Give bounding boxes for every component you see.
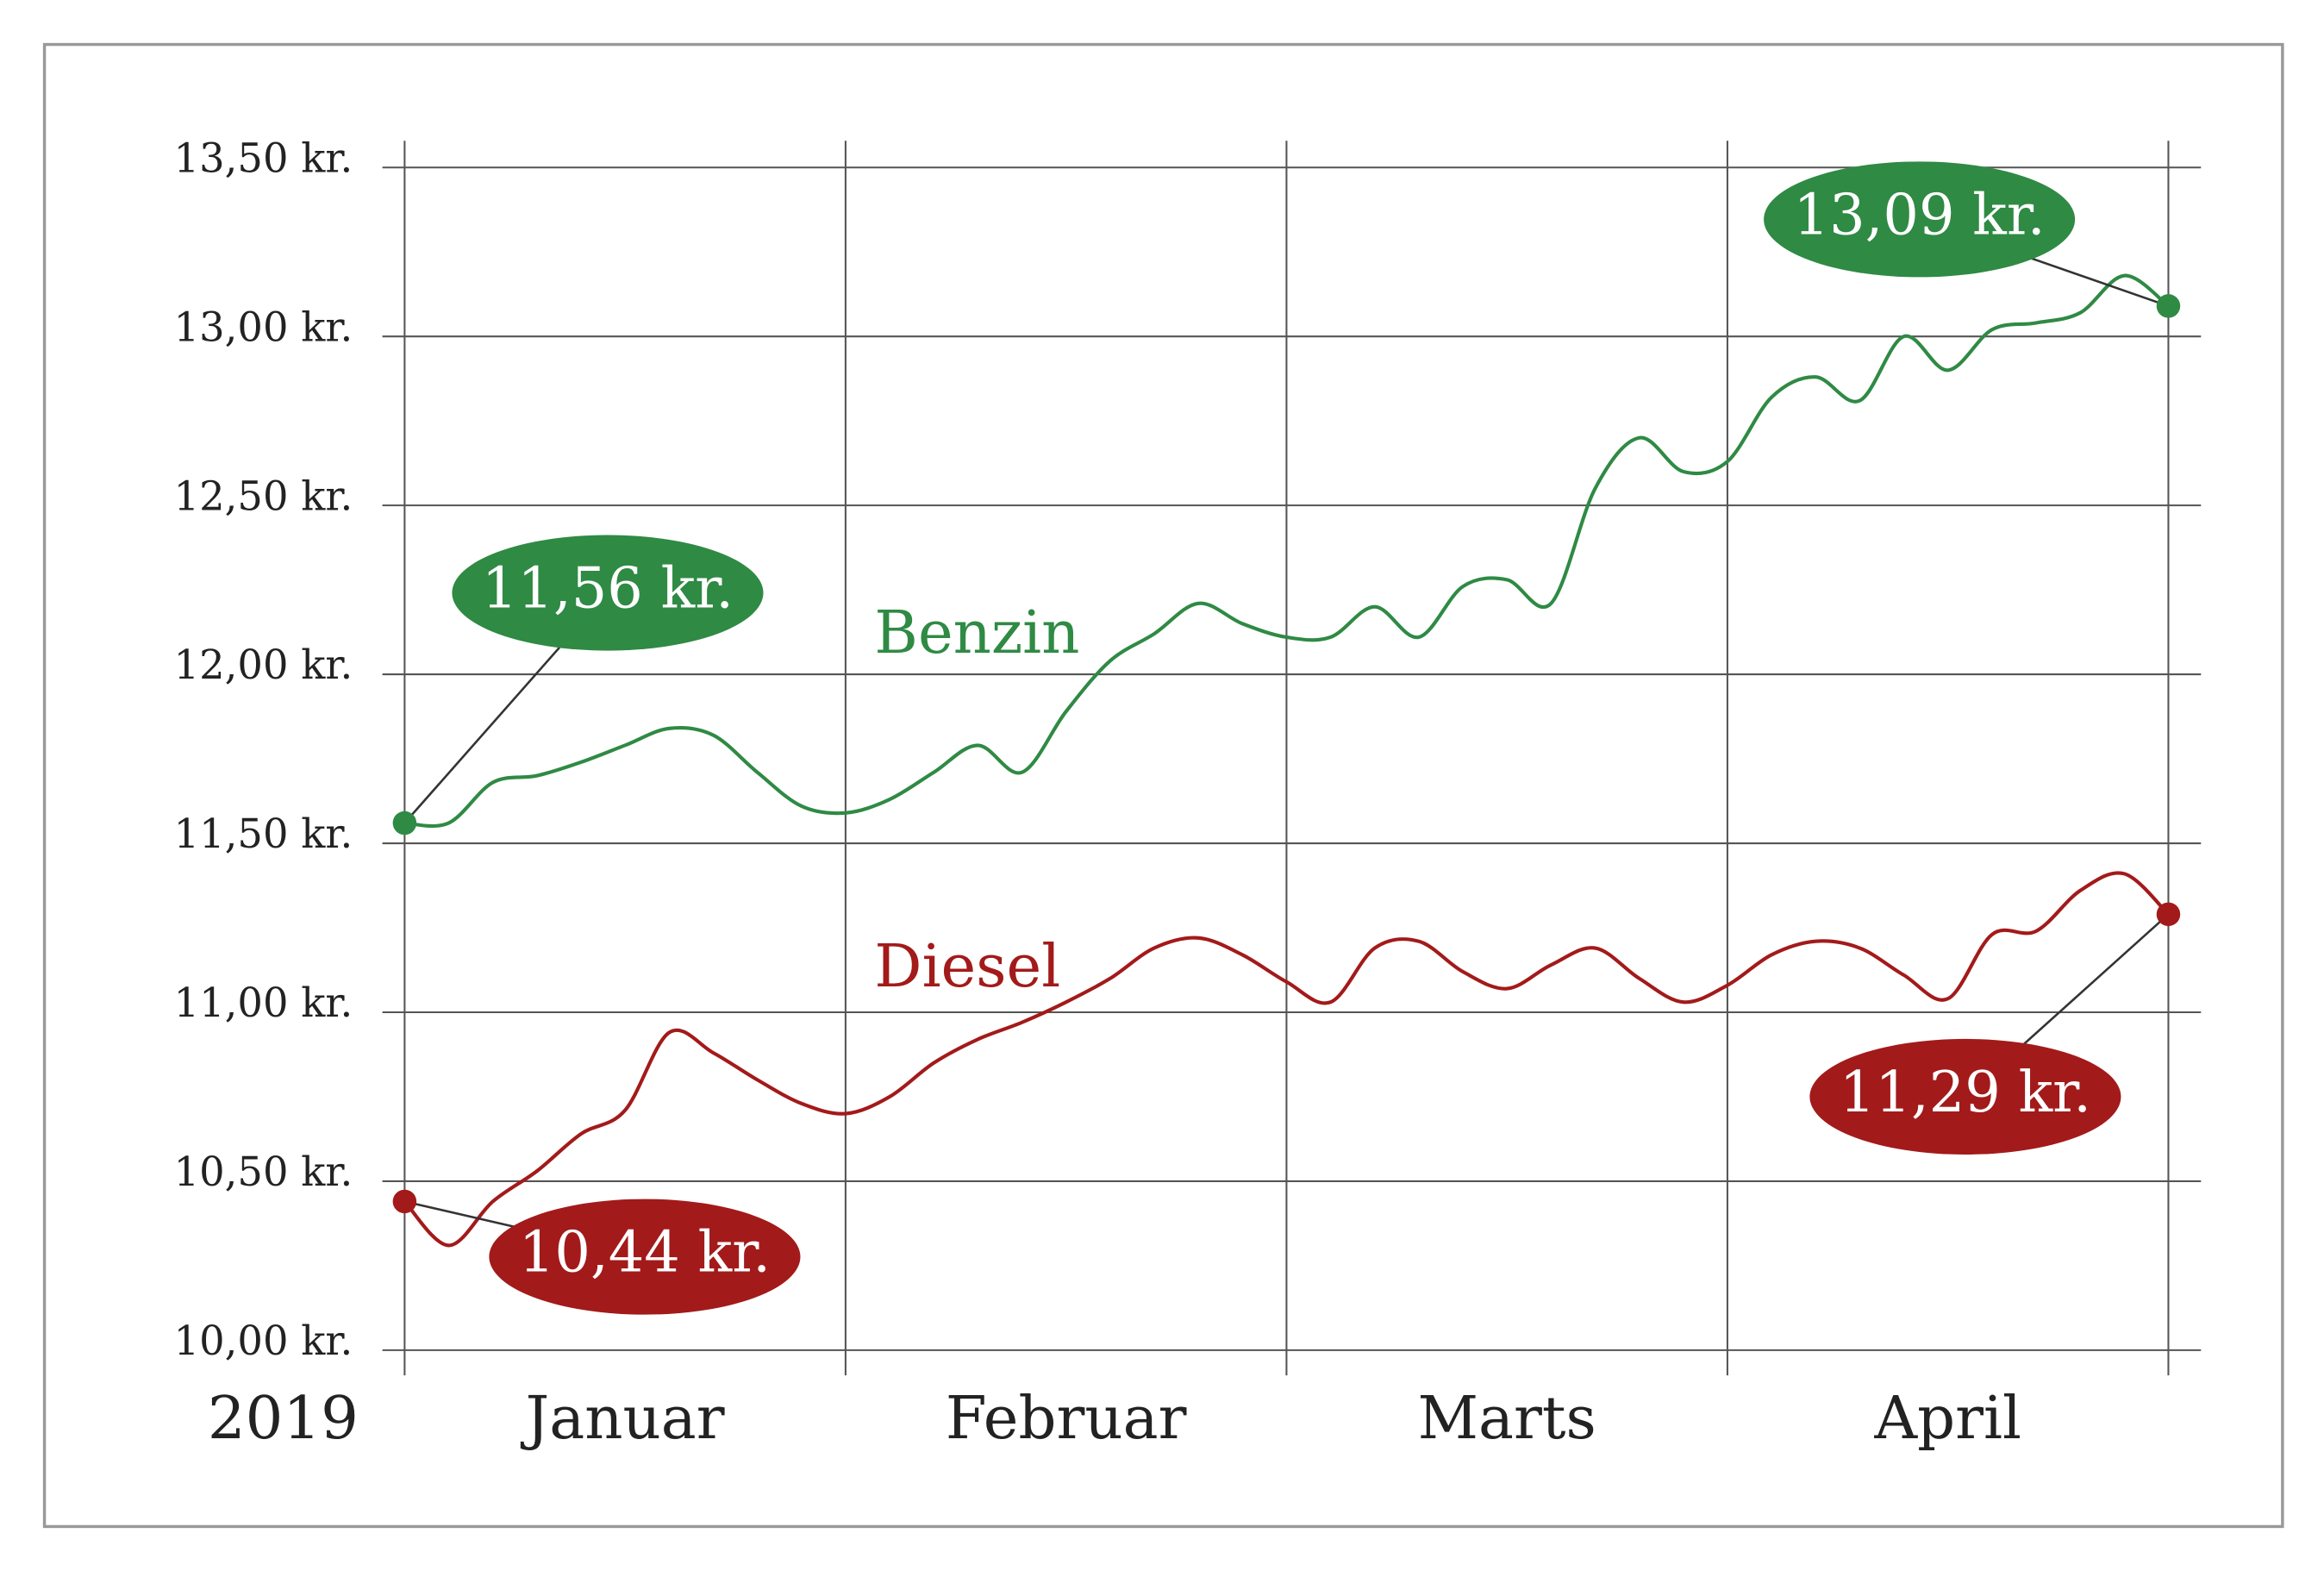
series-label: Benzin: [874, 598, 1079, 667]
y-tick-label: 10,50 kr.: [174, 1149, 353, 1195]
value-bubble: [452, 535, 764, 651]
line-series: [404, 273, 2170, 829]
value-label: 13,09 kr.: [1794, 182, 2046, 247]
x-tick-label: Januar: [521, 1384, 725, 1453]
point: [392, 1189, 417, 1214]
point: [2156, 902, 2181, 927]
y-tick-label: 12,00 kr.: [174, 642, 353, 688]
line-series: [403, 871, 2170, 1248]
value-label: 10,44 kr.: [519, 1220, 771, 1286]
y-tick-label: 13,00 kr.: [174, 304, 353, 350]
value-label: 11,56 kr.: [482, 556, 734, 622]
y-tick-label: 12,50 kr.: [174, 473, 353, 519]
point: [2156, 294, 2181, 318]
value-bubble: [1809, 1038, 2121, 1155]
value-bubble: [489, 1199, 801, 1315]
x-tick-label: Marts: [1418, 1384, 1596, 1453]
point: [392, 811, 417, 836]
y-tick-label: 11,50 kr.: [174, 811, 353, 857]
y-tick-label: 10,00 kr.: [174, 1318, 353, 1364]
series-label: Diesel: [874, 932, 1060, 1001]
y-tick-label: 13,50 kr.: [174, 135, 353, 181]
x-tick-label: 2019: [208, 1384, 359, 1453]
x-tick-label: Februar: [946, 1384, 1187, 1453]
y-tick-label: 11,00 kr.: [174, 980, 353, 1026]
value-label: 11,29 kr.: [1840, 1060, 2091, 1125]
x-tick-label: April: [1873, 1384, 2021, 1453]
frame: [42, 42, 2284, 1529]
value-bubble: [1764, 161, 2076, 278]
